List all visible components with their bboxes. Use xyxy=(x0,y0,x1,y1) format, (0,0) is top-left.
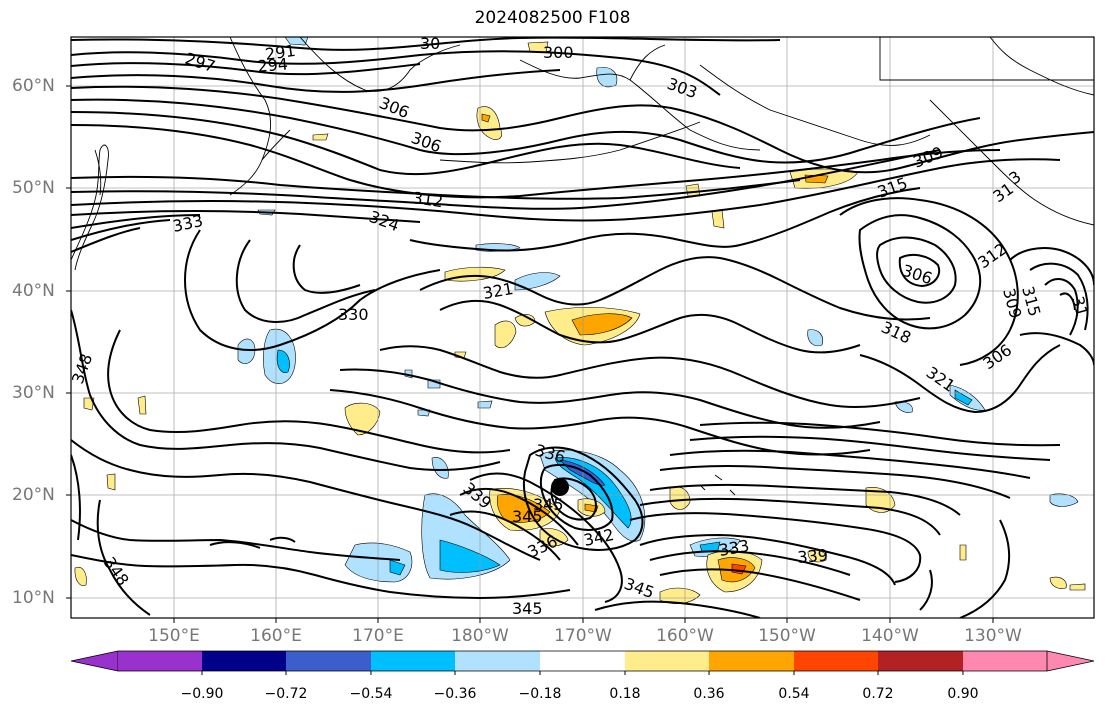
lat-label: 10°N xyxy=(12,588,55,608)
map-title: 2024082500 F108 xyxy=(474,8,631,28)
colorbar-segment xyxy=(625,651,709,671)
lat-label: 60°N xyxy=(12,76,55,96)
contour-label: 339 xyxy=(797,545,829,567)
lon-label: 180°W xyxy=(451,626,509,646)
lat-label: 50°N xyxy=(12,178,55,198)
contour-label: 306 xyxy=(409,128,444,156)
lon-label: 160°E xyxy=(250,626,302,646)
colorbar-label: −0.72 xyxy=(264,686,308,702)
contour-label: 321 xyxy=(481,279,514,303)
contour-label: 306 xyxy=(900,261,935,289)
contour-label: 294 xyxy=(257,54,289,76)
contour-label: 345 xyxy=(512,507,543,526)
contour-label: 291 xyxy=(264,41,297,64)
colorbar-segment xyxy=(118,651,202,671)
contour-label: 30 xyxy=(420,34,440,53)
lon-label: 140°W xyxy=(861,626,919,646)
storm-center-marker xyxy=(551,478,569,496)
lon-label: 130°W xyxy=(964,626,1022,646)
contour-label: 306 xyxy=(377,93,412,122)
contour-label: 324 xyxy=(367,207,402,235)
contour-label: 312 xyxy=(974,239,1010,272)
colorbar-segment xyxy=(794,651,878,671)
colorbar-segment xyxy=(286,651,371,671)
colorbar-segment xyxy=(540,651,625,671)
colorbar-label: 0.90 xyxy=(947,686,979,702)
contour-label: 342 xyxy=(582,525,616,550)
contour-label: 345 xyxy=(512,599,543,618)
contour-label: 297 xyxy=(183,49,218,77)
colorbar-label: −0.90 xyxy=(180,686,224,702)
coastlines xyxy=(71,37,1094,496)
colorbar-segment xyxy=(878,651,963,671)
contour-label: 31 xyxy=(1068,294,1092,319)
contour-label: 300 xyxy=(543,43,574,62)
lat-label: 40°N xyxy=(12,281,55,301)
lon-label: 170°E xyxy=(352,626,404,646)
contour-label: 306 xyxy=(979,340,1015,373)
contour-label: 345 xyxy=(533,495,564,514)
colorbar-arrow-right xyxy=(1046,650,1095,672)
colorbar-label: −0.54 xyxy=(349,686,393,702)
colorbar-label: 0.18 xyxy=(609,686,641,702)
colorbar-label: 0.72 xyxy=(862,686,894,702)
colorbar-segment xyxy=(963,651,1047,671)
lon-label: 150°W xyxy=(758,626,816,646)
colorbar-label: −0.18 xyxy=(518,686,562,702)
colorbar-segment xyxy=(709,651,794,671)
colorbar-segment xyxy=(455,651,540,671)
lon-label: 170°W xyxy=(554,626,612,646)
colorbar-label: 0.54 xyxy=(778,686,810,702)
colorbar-segment xyxy=(202,651,286,671)
contour-label: 330 xyxy=(338,305,369,324)
lon-label: 150°E xyxy=(148,626,200,646)
axis-ticks xyxy=(66,85,994,623)
colorbar-label: 0.36 xyxy=(693,686,725,702)
colorbar xyxy=(70,650,1095,675)
contour-label: 348 xyxy=(68,351,96,386)
shaded-anomalies xyxy=(74,37,1086,604)
contour-label: 339 xyxy=(459,479,495,513)
lat-label: 30°N xyxy=(12,383,55,403)
colorbar-label: −0.36 xyxy=(433,686,477,702)
contour-label: 336 xyxy=(533,441,567,467)
colorbar-segment xyxy=(371,651,455,671)
colorbar-arrow-left xyxy=(70,650,119,672)
contour-label: 312 xyxy=(411,188,444,211)
theta-contours xyxy=(71,37,1094,618)
contour-label: 318 xyxy=(878,317,914,347)
lon-label: 160°W xyxy=(656,626,714,646)
lat-label: 20°N xyxy=(12,485,55,505)
